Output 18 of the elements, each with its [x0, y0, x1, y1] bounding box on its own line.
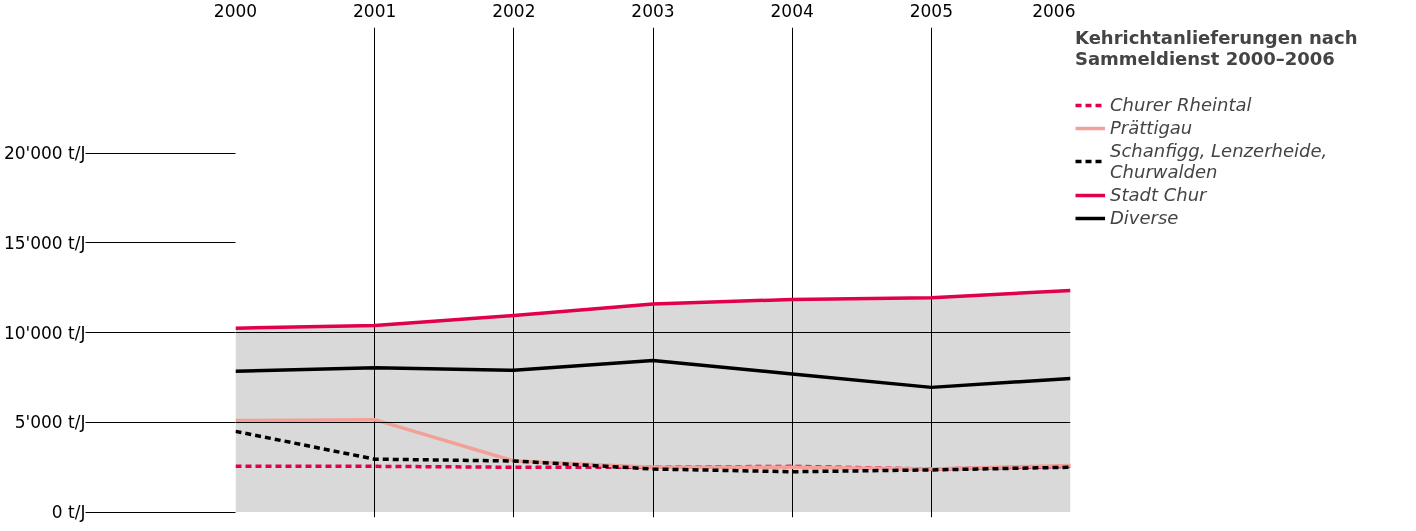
x-tick-label: 2002 — [492, 0, 536, 21]
y-tick-label: 0 t/J — [51, 502, 86, 523]
x-tick-label: 2005 — [909, 0, 953, 21]
y-tick-label: 15'000 t/J — [3, 232, 86, 253]
x-tick-label: 2004 — [770, 0, 814, 21]
text: Kehrichtanlieferungen nach Sammeldienst 2000–2006 — [1075, 27, 1358, 69]
legend-label: Stadt Chur — [1110, 184, 1207, 205]
legend-label: Prättigau — [1110, 117, 1193, 138]
y-tick-label: 5'000 t/J — [14, 412, 86, 433]
x-tick-label: 2006 — [1032, 0, 1076, 21]
legend-label: Diverse — [1110, 207, 1179, 228]
y-tick-label: 10'000 t/J — [3, 322, 86, 343]
x-tick-label: 2001 — [353, 0, 397, 21]
x-tick-label: 2000 — [213, 0, 258, 21]
x-tick-label: 2003 — [631, 0, 675, 21]
y-tick-label: 20'000 t/J — [3, 143, 86, 164]
legend-label: Churer Rheintal — [1110, 94, 1252, 115]
legend-label: Schanfigg, Lenzerheide, Churwalden — [1110, 140, 1328, 182]
